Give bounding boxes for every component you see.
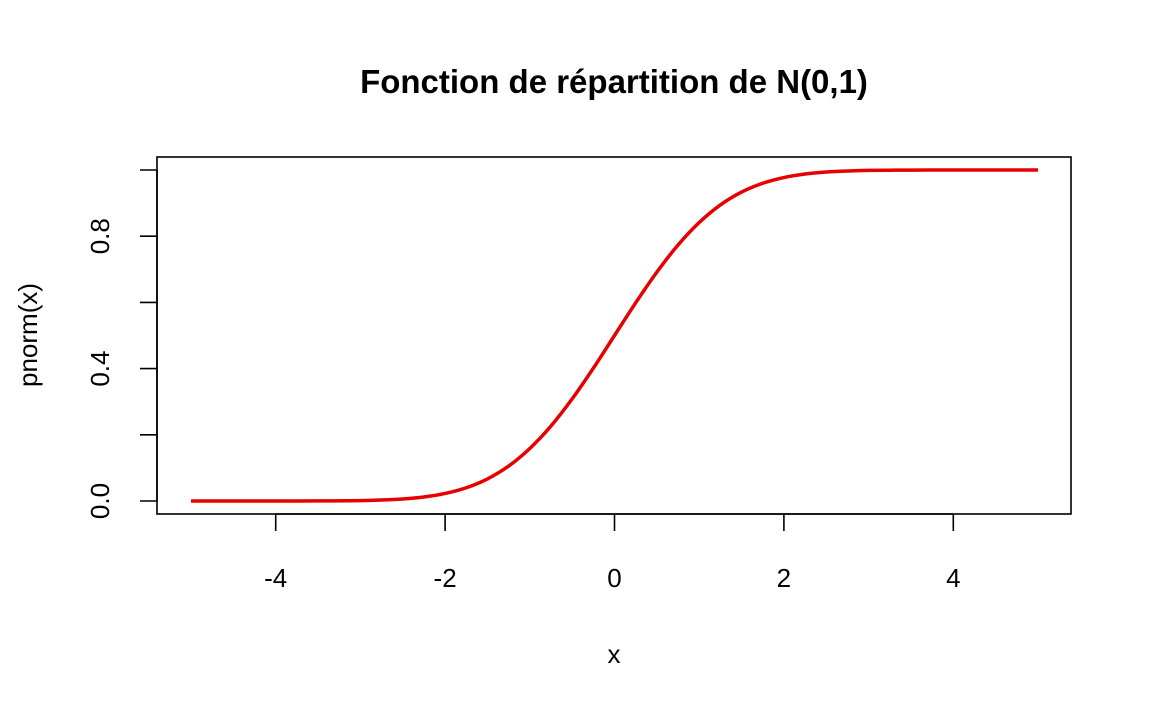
- x-tick-label: 4: [946, 563, 960, 593]
- y-axis-label: pnorm(x): [13, 283, 43, 387]
- series-line: [190, 168, 1038, 503]
- y-tick-label: 0.4: [85, 351, 115, 387]
- x-tick-label: 2: [777, 563, 791, 593]
- x-tick-label: 0: [607, 563, 621, 593]
- x-tick-label: -2: [434, 563, 457, 593]
- series-layer: [190, 168, 1038, 503]
- y-tick-label: 0.0: [85, 483, 115, 519]
- x-axis: -4 -2 0 2 4: [264, 513, 961, 593]
- y-axis: 0.0 0.4 0.8: [85, 169, 158, 519]
- chart-title: Fonction de répartition de N(0,1): [360, 63, 868, 100]
- x-axis-label: x: [608, 639, 621, 669]
- x-tick-label: -4: [264, 563, 287, 593]
- y-tick-label: 0.8: [85, 218, 115, 254]
